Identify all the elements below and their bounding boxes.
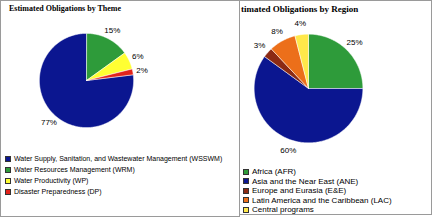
svg-text:77%: 77%: [41, 118, 57, 127]
svg-text:8%: 8%: [271, 27, 283, 36]
html-text:Asia and the Near East (ANE): Asia and the Near East (ANE): [252, 176, 359, 186]
svg-text:60%: 60%: [280, 146, 296, 155]
html-text:Water Supply, Sanitation, and: Water Supply, Sanitation, and Wastewater…: [14, 155, 223, 162]
svg-text:4%: 4%: [295, 19, 307, 28]
html-text:timated Obligations by Region: timated Obligations by Region: [241, 4, 359, 14]
html-text:Europe and Eurasia (E&E): Europe and Eurasia (E&E): [252, 186, 347, 196]
svg-text:2%: 2%: [136, 66, 148, 75]
svg-text:3%: 3%: [254, 41, 266, 50]
html-text:Water Productivity (WP): Water Productivity (WP): [14, 177, 89, 184]
html-text:Central programs: Central programs: [252, 205, 314, 215]
html-text:Water Resources Management (WR: Water Resources Management (WRM): [14, 166, 135, 173]
html-text:Disaster Preparedness (DP): Disaster Preparedness (DP): [14, 188, 102, 195]
html-text:Africa (AFR): Africa (AFR): [252, 167, 296, 177]
html-text:Estimated Obligations by Theme: Estimated Obligations by Theme: [9, 4, 122, 13]
svg-text:6%: 6%: [132, 52, 144, 61]
svg-text:25%: 25%: [347, 38, 363, 47]
svg-text:15%: 15%: [104, 26, 120, 35]
html-text:Latin America and the Caribbea: Latin America and the Caribbean (LAC): [252, 195, 392, 205]
